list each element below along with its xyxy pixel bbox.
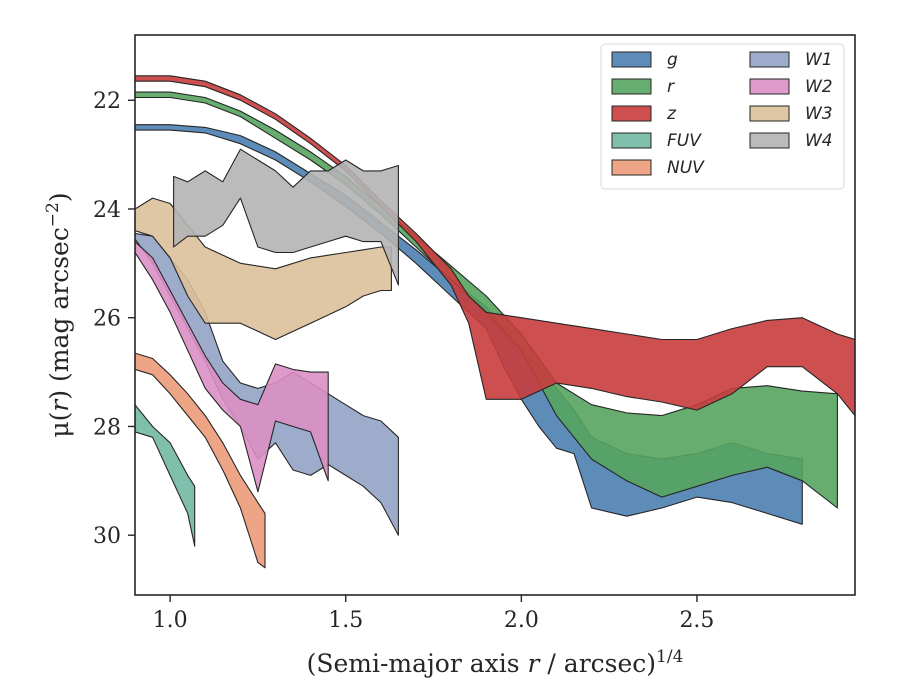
data-bands [135,75,855,569]
band-W3 [135,197,392,341]
legend-swatch-W4 [749,132,790,149]
x-tick-label: 1.0 [153,608,188,633]
legend-swatch-W2 [749,78,790,95]
legend-swatch-g [611,51,652,68]
y-tick-label: 28 [93,415,121,440]
legend-label-g: g [667,50,678,70]
legend: grz FUV NUV W1 W2 W3 W4 [600,43,845,190]
y-axis: 22 24 26 28 30 [93,89,135,549]
y-tick-label: 24 [93,198,121,223]
plot-frame [134,34,856,596]
y-tick-label: 26 [93,307,121,332]
legend-label-W4: W4 [805,131,833,151]
band-W2 [135,241,329,493]
legend-label-z: z [666,104,677,124]
x-tick-label: 2.5 [679,608,714,633]
x-tick-label: 2.0 [504,608,539,633]
legend-swatch-z [611,105,652,122]
x-axis-label: (Semi-major axis r / arcsec)1/4 [307,647,684,678]
legend-label-W2: W2 [805,77,833,97]
x-tick-label: 1.5 [328,608,363,633]
band-FUV [135,404,196,547]
legend-label-NUV: NUV [667,158,705,178]
legend-label-W3: W3 [805,104,833,124]
legend-swatch-r [611,78,652,95]
legend-swatch-NUV [611,159,652,176]
y-axis-label: μ(r) (mag arcsec−2) [43,192,74,437]
y-tick-label: 30 [93,524,121,549]
legend-swatch-W3 [749,105,790,122]
legend-swatch-FUV [611,132,652,149]
legend-swatch-W1 [749,51,790,68]
legend-label-W1: W1 [805,50,833,70]
y-tick-label: 22 [93,89,121,114]
x-axis: 1.0 1.5 2.0 2.5 [153,595,714,633]
legend-label-FUV: FUV [667,131,702,151]
band-NUV [135,352,266,569]
legend-label-r: r [667,77,675,97]
band-W4 [173,148,399,286]
